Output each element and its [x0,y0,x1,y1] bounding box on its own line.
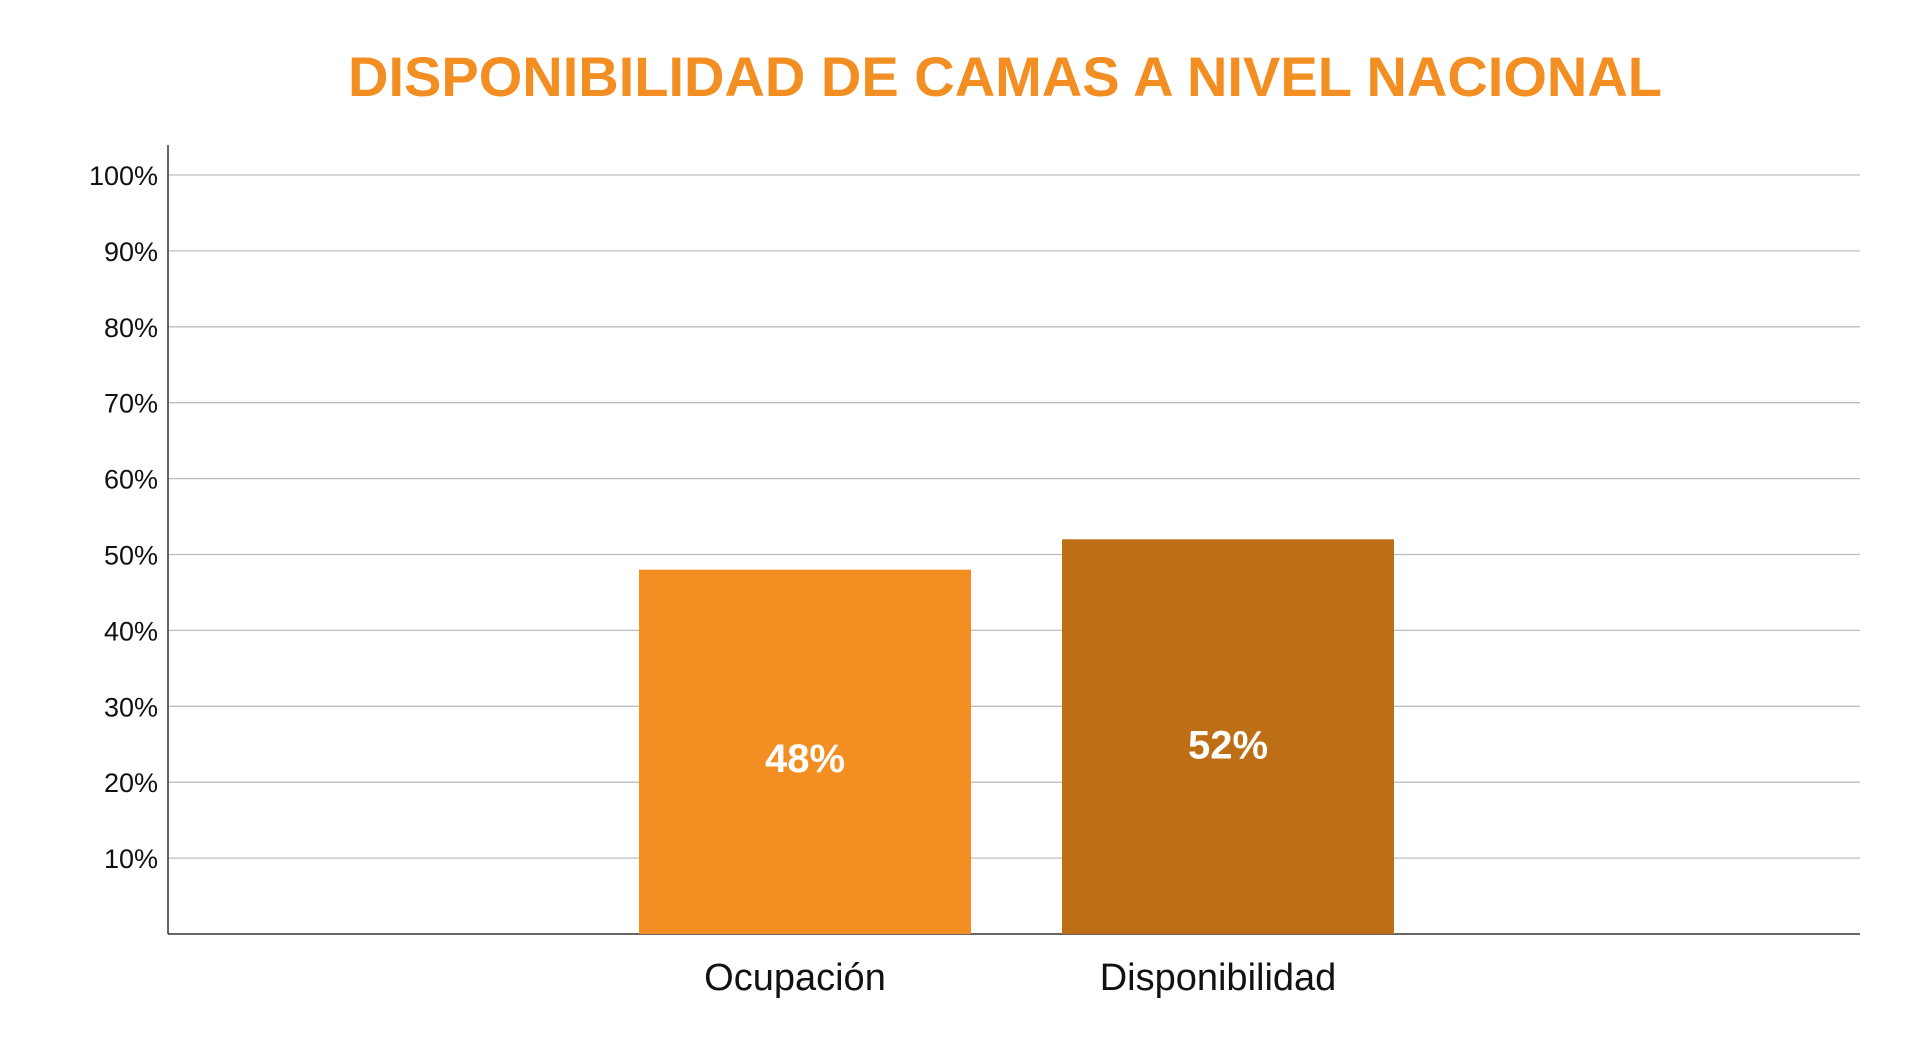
grid-lines [168,174,1860,859]
bar-value-label: 52% [1188,723,1268,767]
bar-2 [1062,539,1394,934]
bars [639,539,1394,934]
y-tick-label: 30% [104,692,158,722]
category-labels: Ocupación Disponibilidad [704,957,1336,999]
y-tick-label: 40% [104,616,158,646]
bar-value-label: 48% [765,737,845,781]
bar-1 [639,569,971,934]
y-tick-label: 50% [104,541,158,571]
y-tick-label: 70% [104,389,158,419]
y-tick-label: 80% [104,313,158,343]
y-tick-label: 100% [89,161,158,191]
data-labels: 48% 52% [765,723,1268,781]
category-label: Disponibilidad [1100,957,1337,999]
chart-title: DISPONIBILIDAD DE CAMAS A NIVEL NACIONAL [348,45,1662,108]
category-label: Ocupación [704,957,886,999]
y-tick-label: 60% [104,465,158,495]
axes [167,145,1860,935]
y-tick-label: 20% [104,768,158,798]
y-tick-labels: 10% 20% 30% 40% 50% 60% 70% 80% 90% 100% [89,161,158,874]
y-tick-label: 90% [104,237,158,267]
y-tick-label: 10% [104,844,158,874]
